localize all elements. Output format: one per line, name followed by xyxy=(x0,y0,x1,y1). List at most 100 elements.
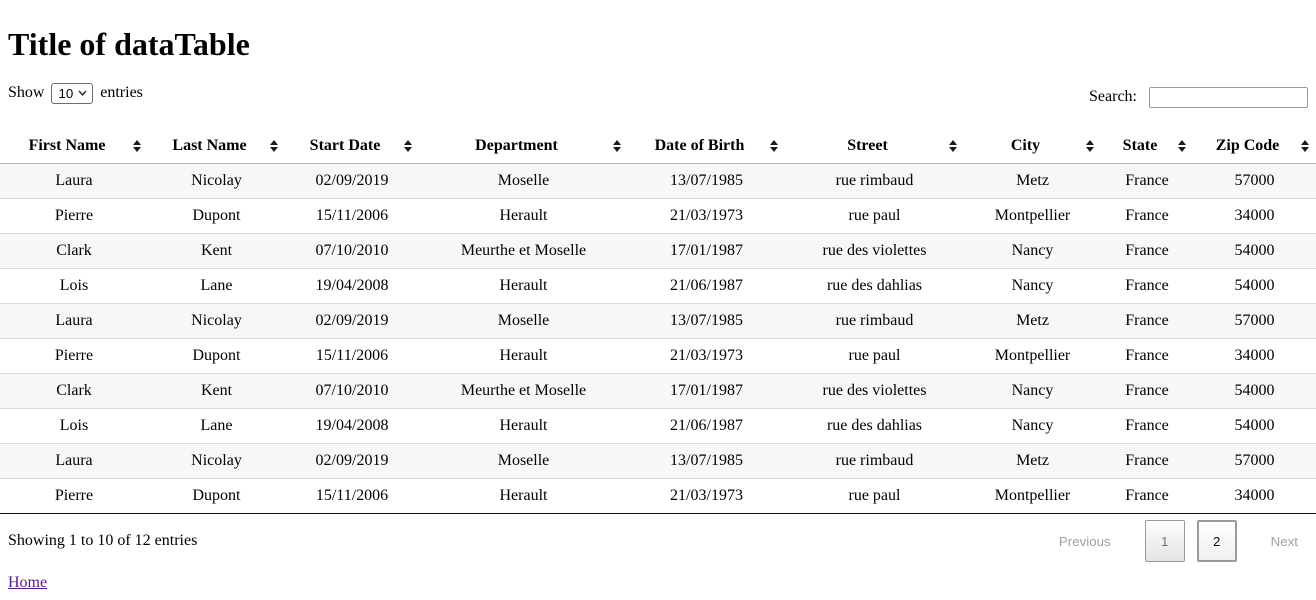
table-cell: 02/09/2019 xyxy=(315,312,389,330)
table-cell: 54000 xyxy=(1234,382,1275,400)
column-header-date-of-birth[interactable]: Date of Birth xyxy=(628,127,785,165)
table-cell: France xyxy=(1125,417,1169,435)
table-cell: France xyxy=(1125,382,1169,400)
table-cell: France xyxy=(1125,452,1169,470)
entries-select-value: 10 xyxy=(58,85,74,101)
table-row: Laura Nicolay 02/09/2019 Moselle 13/07/1985 r… xyxy=(0,303,1316,339)
table-row: Lois Lane 19/04/2008 Herault 21/06/1987 rue d… xyxy=(0,268,1316,304)
table-cell: Nicolay xyxy=(191,452,242,470)
entries-label: entries xyxy=(100,84,143,102)
table-cell: Dupont xyxy=(192,207,241,225)
table-row: Clark Kent 07/10/2010 Meurthe et Moselle 17/… xyxy=(0,233,1316,269)
table-cell: 02/09/2019 xyxy=(315,452,389,470)
table-cell: Montpellier xyxy=(994,487,1071,505)
column-label: Department xyxy=(475,136,558,154)
table-cell: 15/11/2006 xyxy=(315,347,389,365)
table-cell: Herault xyxy=(499,347,548,365)
sort-icon xyxy=(1178,139,1186,152)
table-cell: France xyxy=(1125,172,1169,190)
table-cell: rue des dahlias xyxy=(826,417,923,435)
chevron-down-icon xyxy=(78,90,87,97)
table-cell: France xyxy=(1125,207,1169,225)
table-cell: rue des violettes xyxy=(822,242,927,260)
table-cell: Montpellier xyxy=(994,207,1071,225)
column-label: Street xyxy=(847,136,888,154)
column-header-start-date[interactable]: Start Date xyxy=(285,127,419,165)
column-header-street[interactable]: Street xyxy=(785,127,964,165)
table-cell: 21/03/1973 xyxy=(670,207,743,225)
table-cell: Lane xyxy=(200,277,233,295)
column-header-department[interactable]: Department xyxy=(419,127,628,165)
table-row: Laura Nicolay 02/09/2019 Moselle 13/07/1985 r… xyxy=(0,443,1316,479)
table-cell: 34000 xyxy=(1234,487,1275,505)
table-cell: 17/01/1987 xyxy=(670,382,743,400)
page-button-2[interactable]: 2 xyxy=(1196,520,1237,563)
entries-select[interactable]: 10 xyxy=(51,82,94,104)
table-cell: Meurthe et Moselle xyxy=(460,382,587,400)
search-input[interactable] xyxy=(1149,86,1308,108)
table-cell: Meurthe et Moselle xyxy=(460,242,587,260)
sort-icon xyxy=(613,139,621,152)
table-cell: 15/11/2006 xyxy=(315,207,389,225)
table-cell: 13/07/1985 xyxy=(670,172,743,190)
table-cell: Moselle xyxy=(497,312,550,330)
table-cell: 57000 xyxy=(1234,172,1275,190)
previous-button[interactable]: Previous xyxy=(1058,533,1111,549)
length-menu: Show 10 entries xyxy=(8,82,143,104)
column-header-last-name[interactable]: Last Name xyxy=(148,127,285,165)
column-label: City xyxy=(1010,136,1041,154)
column-header-first-name[interactable]: First Name xyxy=(0,127,148,165)
search-label: Search: xyxy=(1089,88,1137,106)
table-cell: Nancy xyxy=(1011,277,1054,295)
sort-icon xyxy=(270,139,278,152)
column-header-state[interactable]: State xyxy=(1101,127,1193,165)
table-controls: Show 10 entries Search: xyxy=(8,82,1308,109)
table-cell: Dupont xyxy=(192,487,241,505)
page-button-1[interactable]: 1 xyxy=(1144,520,1185,563)
table-row: Clark Kent 07/10/2010 Meurthe et Moselle 17/… xyxy=(0,373,1316,409)
table-cell: Lane xyxy=(200,417,233,435)
home-link[interactable]: Home xyxy=(8,574,48,592)
table-cell: 21/06/1987 xyxy=(670,277,743,295)
table-cell: Nancy xyxy=(1011,417,1054,435)
table-cell: Pierre xyxy=(54,207,94,225)
table-cell: 02/09/2019 xyxy=(315,172,389,190)
sort-icon xyxy=(404,139,412,152)
sort-icon xyxy=(133,139,141,152)
column-label: Zip Code xyxy=(1215,136,1280,154)
sort-icon xyxy=(1086,139,1094,152)
table-cell: 57000 xyxy=(1234,312,1275,330)
table-cell: 54000 xyxy=(1234,417,1275,435)
table-footer: Showing 1 to 10 of 12 entries Previous 1… xyxy=(8,518,1308,564)
sort-icon xyxy=(770,139,778,152)
table-cell: rue des violettes xyxy=(822,382,927,400)
column-header-zip-code[interactable]: Zip Code xyxy=(1193,127,1316,165)
table-cell: 54000 xyxy=(1234,277,1275,295)
table-cell: 21/03/1973 xyxy=(670,487,743,505)
column-header-city[interactable]: City xyxy=(964,127,1101,165)
table-cell: 57000 xyxy=(1234,452,1275,470)
table-cell: rue paul xyxy=(848,207,901,225)
show-label: Show xyxy=(8,84,45,102)
table-row: Pierre Dupont 15/11/2006 Herault 21/03/1973 r… xyxy=(0,478,1316,514)
table-cell: Nancy xyxy=(1011,382,1054,400)
table-cell: Laura xyxy=(55,172,93,190)
table-cell: Metz xyxy=(1016,312,1049,330)
table-row: Laura Nicolay 02/09/2019 Moselle 13/07/1985 r… xyxy=(0,163,1316,199)
table-cell: Kent xyxy=(200,382,233,400)
table-cell: 19/04/2008 xyxy=(315,417,389,435)
column-label: Date of Birth xyxy=(654,136,745,154)
table-cell: France xyxy=(1125,347,1169,365)
table-header-row: First Name Last Name Start Date Department D… xyxy=(0,127,1316,165)
search-box: Search: xyxy=(1089,86,1308,108)
table-cell: rue paul xyxy=(848,487,901,505)
table-cell: Laura xyxy=(55,452,93,470)
table-cell: Herault xyxy=(499,277,548,295)
next-button[interactable]: Next xyxy=(1270,533,1298,549)
table-cell: 54000 xyxy=(1234,242,1275,260)
sort-icon xyxy=(949,139,957,152)
table-row: Pierre Dupont 15/11/2006 Herault 21/03/1973 r… xyxy=(0,338,1316,374)
table-cell: 34000 xyxy=(1234,347,1275,365)
